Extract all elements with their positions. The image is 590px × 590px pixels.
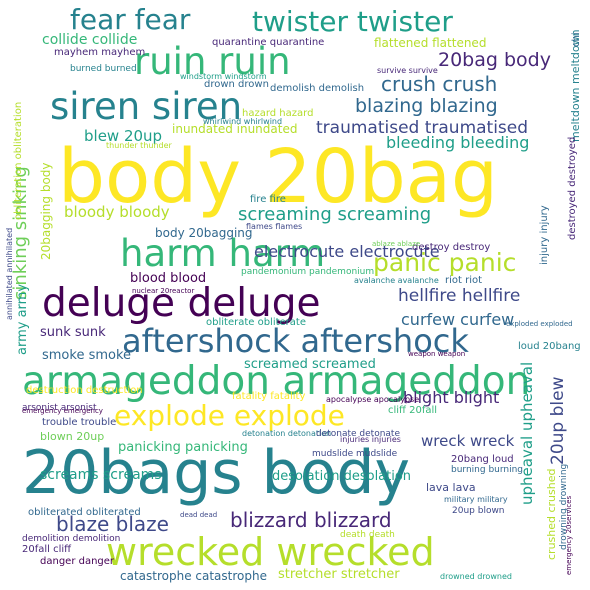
word-blown-20up: blown 20up — [40, 431, 104, 442]
word-lava: lava lava — [426, 482, 476, 493]
word-riot: riot riot — [445, 276, 482, 286]
word-screams: screams screams — [40, 468, 162, 482]
word-loud-20bang: loud 20bang — [518, 342, 581, 352]
word-injuries: injuries injuries — [340, 436, 401, 444]
word-20bang-loud: 20bang loud — [451, 455, 514, 465]
word-crushed: crushed crushed — [546, 469, 557, 561]
word-military: military military — [444, 496, 508, 504]
word-flattened: flattened flattened — [374, 37, 486, 49]
word-dead: dead dead — [180, 512, 217, 519]
word-demolition: demolition demolition — [22, 535, 120, 544]
word-screamed: screamed screamed — [244, 358, 376, 371]
word-mayhem: mayhem mayhem — [54, 48, 145, 58]
word-flames: flames flames — [246, 223, 302, 231]
word-obliterate: obliterate obliterate — [206, 318, 306, 328]
word-destroyed: destroyed destroyed — [568, 137, 578, 240]
word-destruction: destruction destruction — [26, 386, 143, 396]
word-desolation: desolation desolation — [272, 470, 411, 483]
word-sunk: sunk sunk — [40, 326, 106, 339]
word-weapon: weapon weapon — [408, 351, 465, 358]
word-stretcher: stretcher stretcher — [278, 568, 400, 581]
word-cliff-20fall: cliff 20fall — [388, 406, 437, 416]
word-bloody: bloody bloody — [64, 205, 170, 220]
word-blizzard: blizzard blizzard — [230, 510, 392, 530]
word-fear: fear fear — [70, 6, 190, 34]
word-bleeding: bleeding bleeding — [386, 135, 529, 151]
word-survive: survive survive — [377, 67, 438, 75]
word-collide: collide collide — [42, 33, 137, 47]
word-obliteration: obliteration obliteration — [14, 102, 24, 220]
word-burning: burning burning — [451, 466, 523, 475]
word-20fall-cliff: 20fall cliff — [22, 545, 71, 555]
word-whirlwind: whirlwind whirlwind — [203, 118, 282, 126]
word-drown: drown drown — [204, 80, 269, 90]
word-death: death death — [340, 531, 395, 540]
word-blood: blood blood — [130, 272, 206, 285]
word-demolish: demolish demolish — [270, 84, 364, 94]
word-wreck: wreck wreck — [421, 434, 514, 449]
word-emergency: emergency emergency — [22, 408, 103, 415]
word-fire: fire fire — [250, 195, 286, 205]
word-nuclear-20reactor: nuclear 20reactor — [132, 288, 194, 295]
word-hellfire: hellfire hellfire — [398, 288, 520, 305]
word-20up-blew: 20up blew — [550, 377, 567, 465]
word-destroy: destroy destroy — [412, 243, 490, 253]
word-thunder: thunder thunder — [106, 142, 172, 150]
word-apocalypse: apocalypse apocalypse — [326, 396, 419, 404]
word-blazing: blazing blazing — [355, 97, 498, 116]
word-curfew: curfew curfew — [401, 312, 514, 328]
word-explode: explode explode — [114, 402, 345, 430]
word-ablaze: ablaze ablaze — [372, 241, 420, 248]
word-panicking: panicking panicking — [118, 441, 248, 454]
word-drowned: drowned drowned — [440, 573, 512, 581]
word-chi: chi — [572, 32, 582, 47]
word-fatality: fatality fatality — [232, 392, 305, 402]
word-obliterated: obliterated obliterated — [28, 508, 141, 518]
word-exploded: exploded exploded — [506, 321, 573, 328]
word-army: army army — [16, 284, 29, 355]
word-20up-blown: 20up blown — [452, 507, 505, 516]
word-20bag-body: 20bag body — [438, 51, 551, 70]
word-trouble: trouble trouble — [42, 418, 116, 428]
word-crush: crush crush — [381, 74, 497, 94]
word-danger: danger danger — [40, 557, 114, 567]
word-twister: twister twister — [252, 8, 453, 36]
word-injury: injury injury — [540, 205, 550, 265]
word-windstorm: windstorm windstorm — [180, 73, 267, 81]
word-catastrophe: catastrophe catastrophe — [120, 570, 267, 582]
word-20bagging-body: 20bagging body — [40, 162, 52, 260]
word-quarantine: quarantine quarantine — [212, 38, 324, 48]
word-body-20bagging: body 20bagging — [155, 227, 253, 239]
word-avalanche: avalanche avalanche — [354, 277, 439, 285]
word-upheaval: upheaval upheaval — [520, 362, 535, 505]
word-emergency-20services: emergency 20services — [566, 496, 573, 575]
word-burned: burned burned — [70, 65, 137, 74]
word-mudslide: mudslide mudslide — [312, 450, 397, 459]
word-smoke: smoke smoke — [42, 349, 131, 362]
word-annihilated: annihilated annihilated — [6, 228, 14, 320]
